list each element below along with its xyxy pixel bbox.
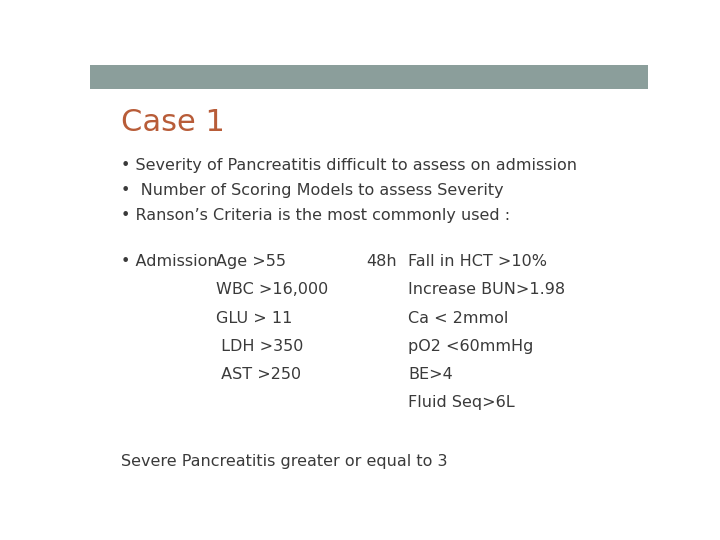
Text: Increase BUN>1.98: Increase BUN>1.98: [408, 282, 565, 297]
Text: 48h: 48h: [366, 254, 397, 269]
Text: • Severity of Pancreatitis difficult to assess on admission: • Severity of Pancreatitis difficult to …: [121, 158, 577, 173]
Text: • Admission: • Admission: [121, 254, 217, 269]
Text: Fall in HCT >10%: Fall in HCT >10%: [408, 254, 547, 269]
Bar: [90, 65, 648, 89]
Text: Age >55: Age >55: [215, 254, 286, 269]
Text: AST >250: AST >250: [215, 367, 301, 382]
Text: Case 1: Case 1: [121, 109, 225, 138]
Text: • Ranson’s Criteria is the most commonly used :: • Ranson’s Criteria is the most commonly…: [121, 208, 510, 223]
Text: •  Number of Scoring Models to assess Severity: • Number of Scoring Models to assess Sev…: [121, 183, 503, 198]
Text: WBC >16,000: WBC >16,000: [215, 282, 328, 297]
Text: LDH >350: LDH >350: [215, 339, 303, 354]
Text: Severe Pancreatitis greater or equal to 3: Severe Pancreatitis greater or equal to …: [121, 454, 447, 469]
Text: pO2 <60mmHg: pO2 <60mmHg: [408, 339, 534, 354]
Text: Ca < 2mmol: Ca < 2mmol: [408, 310, 508, 326]
Text: BE>4: BE>4: [408, 367, 453, 382]
Text: Fluid Seq>6L: Fluid Seq>6L: [408, 395, 515, 410]
Text: GLU > 11: GLU > 11: [215, 310, 292, 326]
